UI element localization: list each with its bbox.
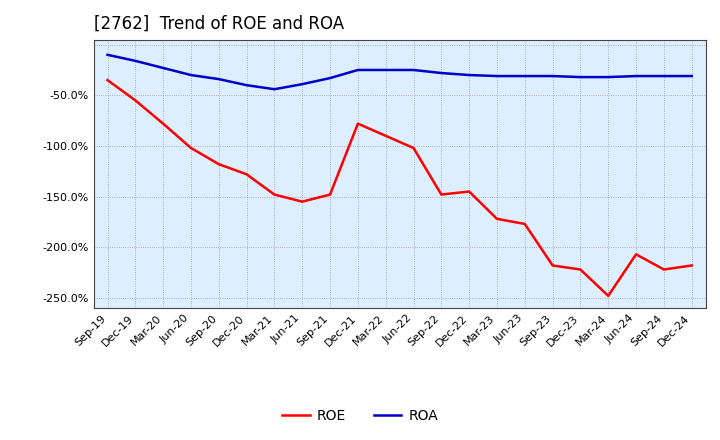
- Text: [2762]  Trend of ROE and ROA: [2762] Trend of ROE and ROA: [94, 15, 343, 33]
- Legend: ROE, ROA: ROE, ROA: [276, 403, 444, 429]
